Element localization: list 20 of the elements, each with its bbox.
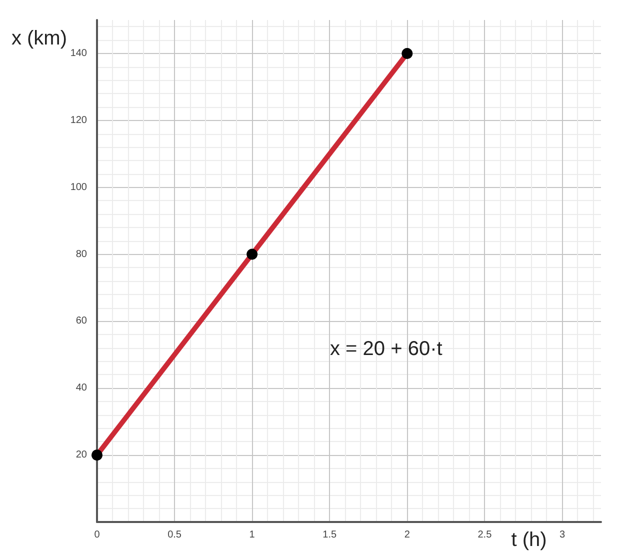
x-tick-label: 0	[94, 530, 100, 540]
y-tick-label: 40	[76, 382, 88, 394]
x-tick-label: 2.5	[478, 530, 492, 540]
x-tick-label: 1	[249, 530, 256, 540]
x-tick-label: 2	[404, 530, 410, 540]
point	[92, 450, 102, 461]
y-tick-label: 80	[76, 248, 88, 260]
point	[402, 48, 413, 59]
y-tick-label: 60	[76, 316, 88, 327]
x-tick-label: 3	[559, 530, 566, 540]
y-axis-title: x (km)	[11, 28, 67, 50]
x-axis-title: t (h)	[511, 529, 547, 551]
y-tick-label: 100	[70, 182, 88, 193]
y-tick-label: 20	[76, 450, 88, 461]
x-tick-label: 0.5	[168, 530, 182, 540]
y-tick-label: 140	[70, 48, 88, 59]
x-tick-label: 1.5	[322, 530, 337, 540]
annotation: x = 20 + 60·t	[330, 338, 443, 360]
point	[246, 248, 258, 260]
y-tick-label: 120	[70, 114, 88, 126]
